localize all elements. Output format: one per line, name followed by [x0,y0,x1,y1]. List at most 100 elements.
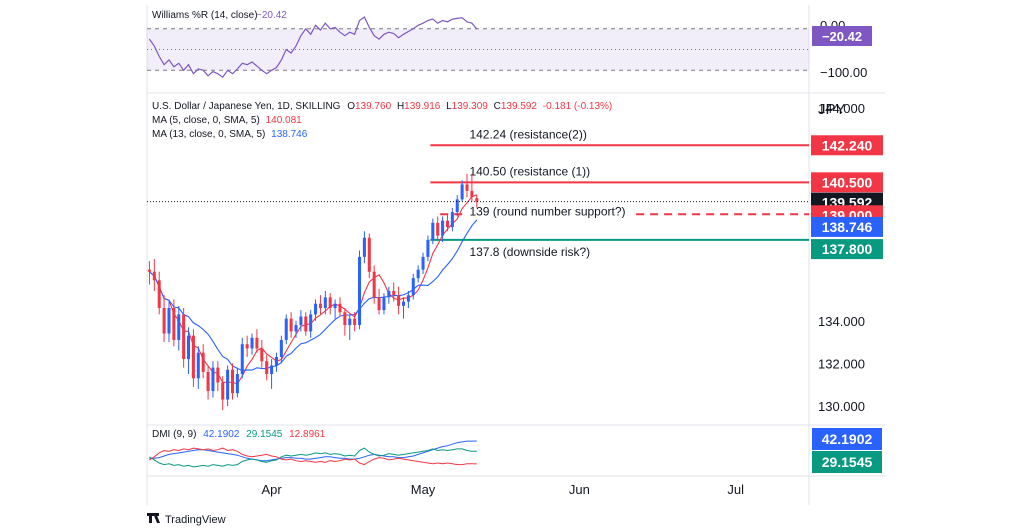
candle-body [426,239,430,257]
candle-body [431,222,435,240]
dmi-plus-di-line [149,447,477,468]
candle-body [436,222,440,236]
candle-body [265,361,269,375]
candle-body [299,316,303,326]
candle-body [333,303,337,308]
candle-body [445,220,449,228]
candle [284,314,288,345]
candle-body [226,369,230,400]
candle [289,312,293,338]
candle-body [240,344,244,375]
currency-label: JPY [818,101,846,118]
candle [226,365,230,406]
candle [274,352,278,372]
williams-r-band-fill [147,28,809,71]
candle-body [157,280,161,308]
chart-area [147,5,809,505]
candle-body [362,237,366,257]
candle [314,299,318,321]
candle-body [162,307,166,334]
candle [377,288,381,315]
candle [367,233,371,279]
candle-body [401,301,406,306]
candle-body [167,307,171,334]
candle-body [270,365,274,375]
dmi-title: DMI (9, 9) [152,429,196,440]
dmi-plus-di-value: 29.1545 [246,429,283,440]
time-axis: Apr May Jun Jul [261,482,744,497]
candle [318,295,322,315]
candle [177,305,181,351]
dmi-legend: DMI (9, 9) 42.1902 29.1545 12.8961 [152,429,326,440]
level-annotation: 140.50 (resistance (1)) [469,164,590,178]
candle-body [255,337,259,349]
candle [221,376,225,411]
candle-body [147,269,151,272]
candle [358,250,362,330]
candle-body [187,335,191,360]
candle-body [358,256,362,326]
price-pane: 130.000 132.000 134.000 144.000 142.24 (resi… [147,101,883,414]
candle [401,297,406,319]
ma13-legend: MA (13, close, 0, SMA, 5) 138.746 [152,129,308,140]
candle-body [216,367,220,383]
candle-body [367,237,371,272]
candle [372,265,376,304]
candle-body [421,256,425,270]
candle-body [309,314,313,332]
candle [323,290,327,315]
candle-body [455,199,459,213]
dmi-adx-badge [812,428,882,450]
candle [309,310,313,338]
candle-body [206,371,210,392]
candle [270,359,274,389]
candle [455,195,459,217]
candle-body [323,297,327,308]
tradingview-logo: TradingView [147,513,226,526]
candle [421,252,425,274]
candle-body [235,374,239,394]
candle-body [397,295,401,306]
ohlc-c-label: C [494,101,501,112]
candle-body [343,312,347,326]
badge-ma13 [811,216,883,237]
ma5-name: MA (5, close, 0, SMA, 5) [152,115,260,126]
candle-body [201,352,205,372]
candle [235,367,239,398]
dmi-plus-di-badge [812,451,882,473]
candle-body [392,290,396,296]
ohlc-c: 139.592 [501,101,538,112]
candle [182,307,186,368]
price-legend: U.S. Dollar / Japanese Yen, 1D, SKILLING… [152,101,612,140]
badge-resistance-2-text: 142.240 [822,137,873,153]
candle-body [245,344,249,349]
candle-body [274,356,278,366]
candle-body [348,318,352,326]
candle [470,173,474,202]
badge-resistance-1 [811,172,883,193]
candle [436,216,440,240]
candle [265,354,269,381]
candle-body [191,335,195,379]
candle-body [382,297,386,311]
candle-body [318,303,322,308]
badge-downside-risk-text: 137.800 [822,241,873,257]
price-tick-label: 130.000 [818,399,865,414]
candle [157,271,161,315]
candle [230,363,235,400]
badge-resistance-1-text: 140.500 [822,174,873,190]
candle [172,299,176,347]
candle [382,293,386,315]
candle [333,299,337,319]
candle-body [177,314,181,340]
candle [240,337,244,379]
candle-body [460,184,464,200]
candle [460,180,464,202]
candle-body [314,303,318,315]
candle-body [221,382,225,400]
ohlc-change: -0.181 (-0.13%) [543,101,612,112]
candle [362,231,366,264]
candle [338,297,342,317]
candle [216,361,220,392]
